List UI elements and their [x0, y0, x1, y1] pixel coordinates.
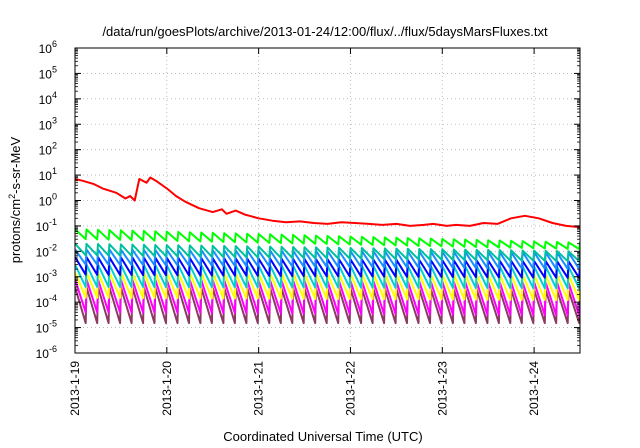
y-axis-label: protons/cm2-s-sr-MeV	[7, 136, 23, 263]
y-tick-label: 102	[39, 141, 57, 158]
y-tick-label: 106	[39, 39, 57, 56]
series-line	[75, 278, 580, 317]
x-tick-label: 2013-1-19	[68, 361, 82, 416]
y-tick-label: 10-4	[36, 293, 57, 310]
y-tick-label: 10-3	[36, 268, 57, 285]
y-tick-label: 105	[39, 64, 57, 81]
series-line	[75, 248, 580, 270]
y-tick-label: 10-1	[36, 217, 57, 234]
y-axis-label-sup: 2	[7, 194, 17, 199]
series-lines	[75, 176, 580, 325]
series-line	[75, 256, 580, 279]
y-tick-label: 101	[39, 166, 57, 183]
x-ticks: 2013-1-19 2013-1-20 2013-1-21 2013-1-22 2013…	[68, 48, 541, 416]
y-tick-label: 10-2	[36, 242, 57, 259]
chart-title: /data/run/goesPlots/archive/2013-01-24/1…	[102, 24, 548, 39]
y-tick-label: 10-5	[36, 319, 57, 336]
y-tick-label: 103	[39, 115, 57, 132]
series-line	[75, 271, 580, 302]
x-tick-label: 2013-1-21	[252, 361, 266, 416]
series-line	[75, 263, 580, 290]
y-tick-label: 10-6	[36, 344, 57, 361]
x-axis-label: Coordinated Universal Time (UTC)	[223, 429, 422, 444]
x-tick-label: 2013-1-22	[343, 361, 357, 416]
x-tick-label: 2013-1-24	[527, 361, 541, 416]
series-line	[75, 285, 580, 325]
y-axis-label-rest: -s-sr-MeV	[8, 136, 23, 193]
series-line	[75, 228, 580, 251]
series-line	[75, 242, 580, 263]
x-tick-label: 2013-1-20	[160, 361, 174, 416]
y-tick-label: 104	[39, 90, 57, 107]
y-ticks: 10-6 10-5 10-4 10-3 10-2 10-1 100 101 102 103 104 1…	[36, 39, 580, 361]
y-axis-label-base: protons/cm	[8, 199, 23, 263]
x-tick-label: 2013-1-23	[435, 361, 449, 416]
series-line	[75, 176, 580, 229]
y-tick-label: 100	[39, 192, 57, 209]
grid	[75, 48, 580, 353]
